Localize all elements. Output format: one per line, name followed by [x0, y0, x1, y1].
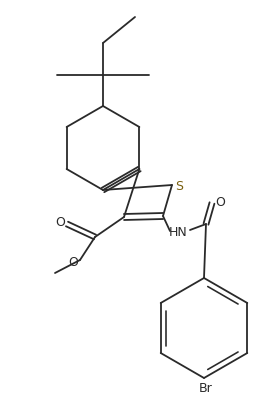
Text: S: S [175, 179, 183, 192]
Text: O: O [55, 217, 65, 230]
Text: Br: Br [199, 382, 213, 396]
Text: HN: HN [169, 226, 187, 239]
Text: O: O [215, 196, 225, 209]
Text: O: O [68, 256, 78, 269]
